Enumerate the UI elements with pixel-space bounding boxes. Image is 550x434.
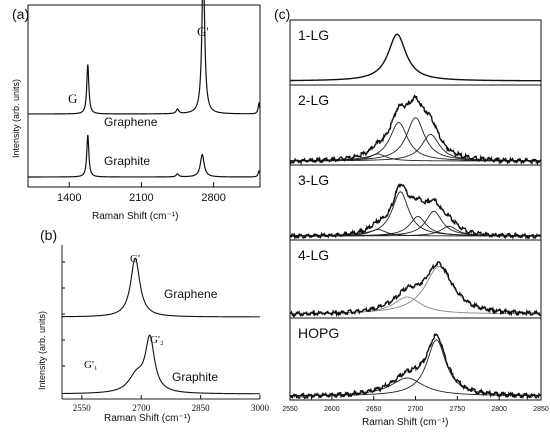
panel-c-x-tick-label-2550: 2550 (282, 406, 298, 413)
panel-a-series-graphite (28, 134, 261, 178)
panel-a-x-tick-label-1400: 1400 (57, 192, 81, 204)
panel-b-series-graphite (62, 334, 260, 395)
panel-c-2-lg-spectrum (289, 93, 542, 166)
panel-a-curves (28, 0, 261, 178)
panel-b-x-axis-label: Raman Shift (cm⁻¹) (104, 413, 190, 424)
panel-b-x-tick-label-2850: 2850 (192, 403, 211, 413)
panel-c-label-4-lg: 4-LG (298, 247, 329, 263)
panel-a-series-graphene (28, 0, 261, 115)
panel-a-graphene-label: Graphene (104, 115, 158, 129)
panel-c-2-lg-component-2 (289, 117, 542, 162)
panel-c-3-lg-component-2 (290, 216, 541, 237)
panel-c-x-tick-label-2800: 2800 (491, 406, 507, 413)
panel-c-hopg-spectrum (289, 333, 542, 401)
panel-c-x-tick-label-2850: 2850 (533, 406, 549, 413)
panel-a-peak-gprime-label: G' (197, 24, 209, 39)
panel-c-x-tick-label-2650: 2650 (366, 406, 382, 413)
panel-b-peak-g1-label: G'₁ (84, 359, 98, 371)
panel-b-peak-gprime-label: G' (130, 253, 140, 265)
panel-b-x-tick-label-2550: 2550 (73, 403, 92, 413)
panel-b-ticks: 2550 2700 2850 3000 (62, 261, 270, 413)
panel-a-x-axis-label: Raman Shift (cm⁻¹) (92, 211, 178, 222)
panel-c-4-lg-spectrum (289, 261, 542, 318)
panel-c-1-lg-spectrum (290, 33, 541, 82)
panel-b-label: (b) (40, 227, 57, 243)
panel-a-x-tick-label-2100: 2100 (129, 192, 153, 204)
panel-c-3-lg-component-3 (290, 210, 541, 237)
panel-c-x-tick-label-2600: 2600 (324, 406, 340, 413)
panel-c-label-2-lg: 2-LG (298, 92, 329, 108)
panel-b-x-tick-label-3000: 3000 (251, 403, 270, 413)
panel-c-label-1-lg: 1-LG (298, 27, 329, 43)
panel-a-y-axis-label: Intensity (arb. units) (11, 79, 21, 158)
panel-b-graphite-label: Graphite (172, 370, 218, 384)
panel-c-4-lg-component-1 (289, 265, 542, 314)
panel-c-x-tick-label-2700: 2700 (408, 406, 424, 413)
panel-c-x-tick-label-2750: 2750 (450, 406, 466, 413)
panel-b-series-graphene (61, 257, 260, 318)
panel-c-stacked-spectra: 1-LG 2-LG 3-LG 4-LG HOPG (289, 19, 542, 401)
panel-b-x-tick-label-2700: 2700 (132, 403, 151, 413)
panel-b-y-axis-label: Intensity (arb. units) (37, 311, 47, 390)
panel-c-2-lg-component-3 (290, 133, 541, 162)
panel-a-peak-g-label: G (68, 91, 77, 106)
panel-b-peak-g2-label: G'₂ (150, 334, 164, 346)
panel-a-frame (27, 4, 261, 188)
panel-b-curves (61, 257, 260, 395)
panel-c-ticks: 2550 2600 2650 2700 2750 2800 2850 (282, 396, 549, 413)
panel-a-ticks: 1400 2100 2800 (57, 182, 226, 204)
panel-c-2-lg-component-1 (289, 122, 542, 162)
panel-b-graphene-label: Graphene (164, 287, 218, 301)
panel-c-label-hopg: HOPG (298, 325, 339, 341)
panel-a-x-tick-label-2800: 2800 (201, 192, 225, 204)
panel-c-x-axis-label: Raman Shift (cm⁻¹) (362, 417, 448, 428)
panel-c-3-lg-spectrum (289, 183, 542, 241)
panel-c-label: (c) (274, 6, 290, 22)
panel-a-graphite-label: Graphite (104, 154, 150, 168)
panel-a-label: (a) (12, 6, 29, 22)
panel-c-3-lg-component-1 (289, 191, 542, 237)
panel-c-label-3-lg: 3-LG (298, 172, 329, 188)
